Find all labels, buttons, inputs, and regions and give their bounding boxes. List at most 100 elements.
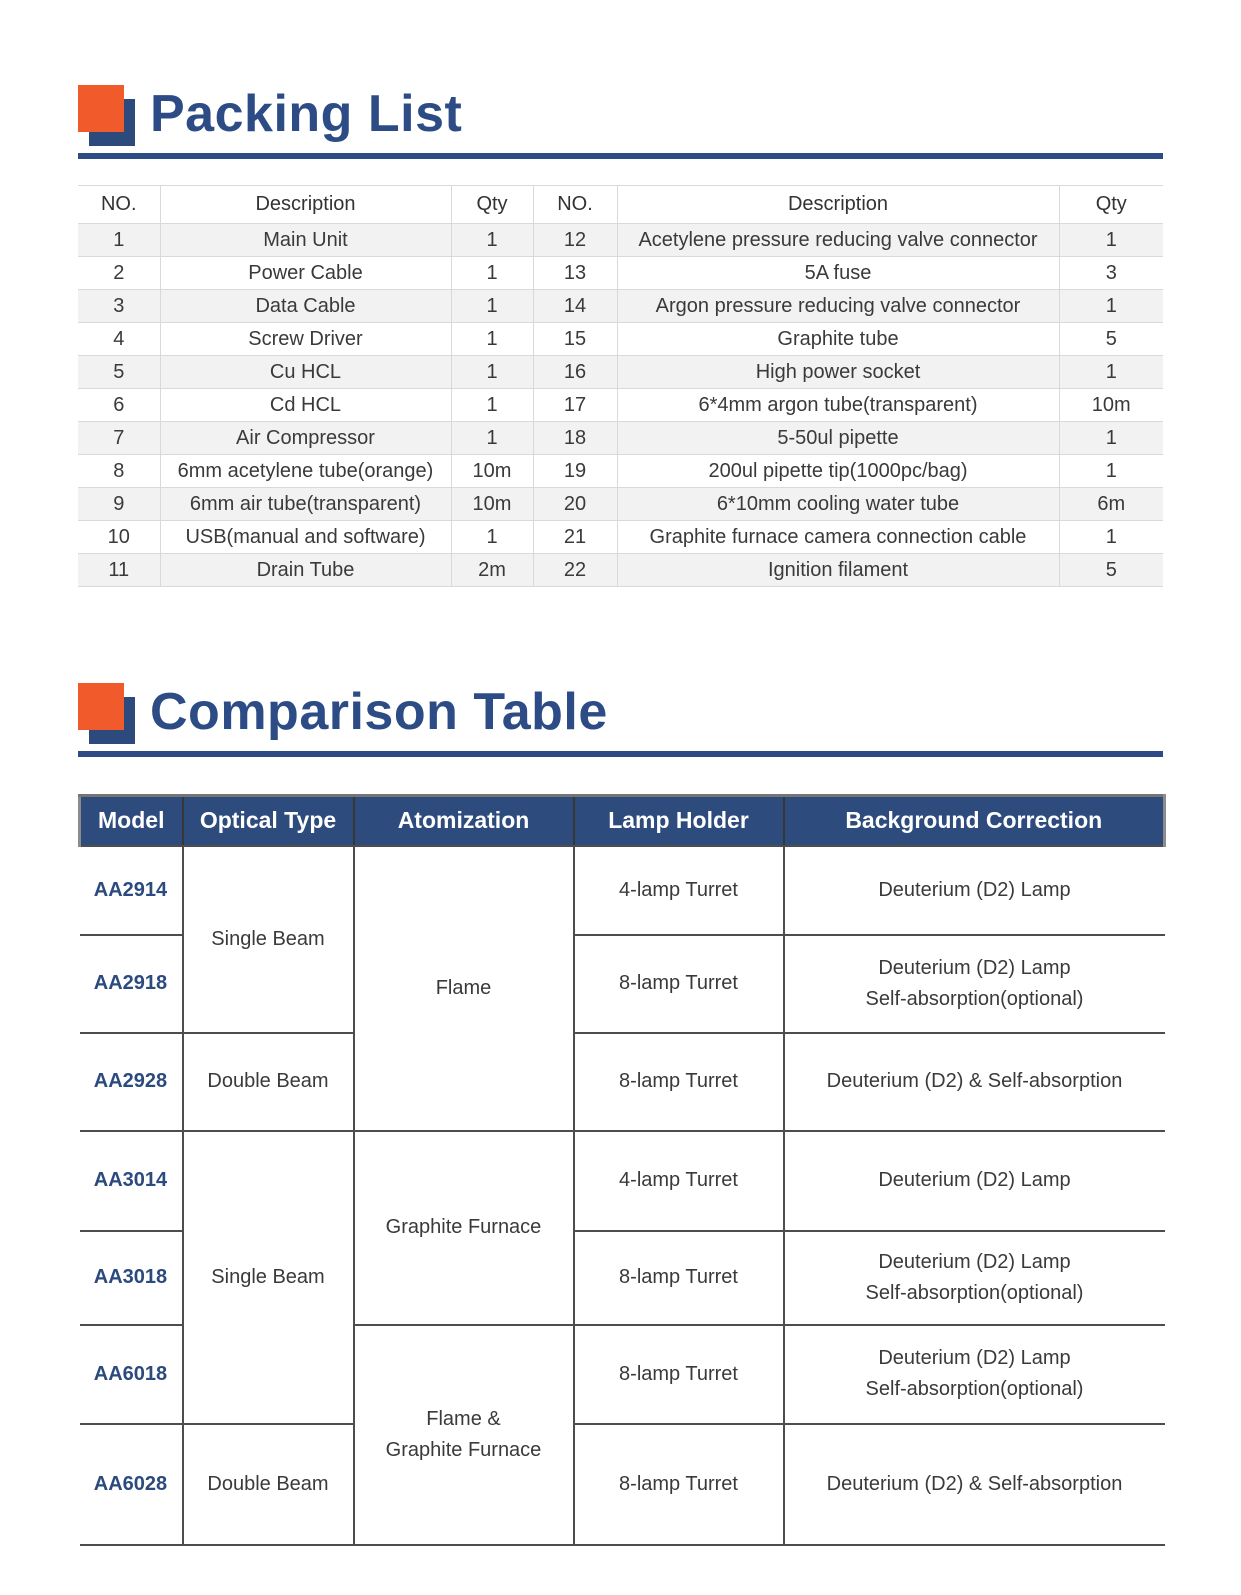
header-atomization: Atomization [352, 794, 574, 847]
cell-lamp-holder: 4-lamp Turret [572, 844, 785, 936]
table-row: AA2918 8-lamp Turret Deuterium (D2) Lamp… [79, 933, 1165, 1034]
header-no-1: NO. [78, 185, 161, 224]
cell-description: Cu HCL [159, 355, 452, 389]
cell-description: 6mm acetylene tube(orange) [159, 454, 452, 488]
heading-rule [78, 153, 1163, 159]
cell-no: 10 [78, 520, 161, 554]
header-no-2: NO. [532, 185, 618, 224]
cell-description: 5-50ul pipette [616, 421, 1060, 455]
header-optical-type: Optical Type [181, 794, 354, 847]
cell-description: 6mm air tube(transparent) [159, 487, 452, 521]
comparison-table-heading: Comparison Table [78, 683, 1163, 745]
cell-description: Cd HCL [159, 388, 452, 422]
cell-lamp-holder: 8-lamp Turret [572, 933, 785, 1034]
cell-model: AA2918 [79, 933, 184, 1034]
cell-no: 8 [78, 454, 161, 488]
table-row: AA3018 8-lamp Turret Deuterium (D2) Lamp… [79, 1229, 1165, 1326]
header-model: Model [78, 794, 183, 847]
cell-qty: 1 [1058, 421, 1163, 455]
table-row: AA6018 Flame & Graphite Furnace 8-lamp T… [79, 1323, 1165, 1546]
table-row: 9 6mm air tube(transparent) 10m 20 6*10m… [78, 487, 1163, 521]
cell-no: 12 [532, 223, 618, 257]
table-row: 11 Drain Tube 2m 22 Ignition filament 5 [78, 553, 1163, 587]
cell-background-correction: Deuterium (D2) Lamp [782, 1129, 1165, 1232]
cell-qty: 1 [450, 322, 534, 356]
table-row: AA2914 Single Beam Flame 4-lamp Turret D… [79, 844, 1165, 1132]
cell-lamp-holder: 8-lamp Turret [572, 1422, 785, 1546]
header-qty-1: Qty [450, 185, 534, 224]
cell-description: Acetylene pressure reducing valve connec… [616, 223, 1060, 257]
cell-no: 16 [532, 355, 618, 389]
cell-description: Screw Driver [159, 322, 452, 356]
cell-optical-type: Single Beam [181, 1129, 355, 1425]
cell-lamp-holder: 8-lamp Turret [572, 1323, 785, 1425]
section-marker-icon [78, 85, 136, 147]
table-row: 6 Cd HCL 1 17 6*4mm argon tube(transpare… [78, 388, 1163, 422]
cell-atomization: Flame [352, 844, 575, 1132]
cell-description: High power socket [616, 355, 1060, 389]
cell-atomization: Flame & Graphite Furnace [352, 1323, 575, 1546]
heading-rule [78, 751, 1163, 757]
cell-qty: 1 [450, 355, 534, 389]
cell-description: Data Cable [159, 289, 452, 323]
cell-qty: 6m [1058, 487, 1163, 521]
cell-no: 6 [78, 388, 161, 422]
cell-model: AA2928 [79, 1031, 184, 1132]
table-row: 4 Screw Driver 1 15 Graphite tube 5 [78, 322, 1163, 356]
marker-orange-square [78, 85, 124, 132]
cell-lamp-holder: 8-lamp Turret [572, 1229, 785, 1326]
table-header-row: NO. Description Qty NO. Description Qty [78, 185, 1163, 224]
cell-description: Main Unit [159, 223, 452, 257]
cell-qty: 3 [1058, 256, 1163, 290]
cell-no: 19 [532, 454, 618, 488]
cell-qty: 1 [1058, 454, 1163, 488]
table-row: AA3014 Single Beam Graphite Furnace 4-la… [79, 1129, 1165, 1425]
cell-background-correction: Deuterium (D2) & Self-absorption [782, 1031, 1165, 1132]
cell-qty: 10m [1058, 388, 1163, 422]
marker-orange-square [78, 683, 124, 730]
cell-model: AA3018 [79, 1229, 184, 1326]
cell-description: 6*10mm cooling water tube [616, 487, 1060, 521]
cell-lamp-holder: 8-lamp Turret [572, 1031, 785, 1132]
cell-description: Graphite tube [616, 322, 1060, 356]
cell-qty: 1 [1058, 520, 1163, 554]
cell-background-correction: Deuterium (D2) Lamp [782, 844, 1165, 936]
cell-description: 6*4mm argon tube(transparent) [616, 388, 1060, 422]
cell-model: AA2914 [79, 844, 184, 936]
header-background-correction: Background Correction [782, 794, 1166, 847]
cell-qty: 1 [450, 256, 534, 290]
cell-no: 2 [78, 256, 161, 290]
cell-qty: 5 [1058, 322, 1163, 356]
cell-description: 5A fuse [616, 256, 1060, 290]
cell-no: 18 [532, 421, 618, 455]
cell-qty: 1 [450, 421, 534, 455]
cell-background-correction: Deuterium (D2) Lamp Self-absorption(opti… [782, 933, 1165, 1034]
table-row: 3 Data Cable 1 14 Argon pressure reducin… [78, 289, 1163, 323]
header-lamp-holder: Lamp Holder [572, 794, 784, 847]
cell-background-correction: Deuterium (D2) & Self-absorption [782, 1422, 1165, 1546]
cell-qty: 1 [450, 388, 534, 422]
cell-qty: 1 [450, 520, 534, 554]
cell-no: 20 [532, 487, 618, 521]
cell-background-correction: Deuterium (D2) Lamp Self-absorption(opti… [782, 1323, 1165, 1425]
cell-qty: 1 [1058, 223, 1163, 257]
cell-qty: 10m [450, 487, 534, 521]
cell-description: Drain Tube [159, 553, 452, 587]
cell-no: 21 [532, 520, 618, 554]
cell-atomization: Graphite Furnace [352, 1129, 575, 1326]
cell-qty: 1 [450, 223, 534, 257]
cell-no: 17 [532, 388, 618, 422]
table-row: 5 Cu HCL 1 16 High power socket 1 [78, 355, 1163, 389]
cell-model: AA3014 [79, 1129, 184, 1232]
table-row: 8 6mm acetylene tube(orange) 10m 19 200u… [78, 454, 1163, 488]
table-header-row: Model Optical Type Atomization Lamp Hold… [78, 794, 1166, 847]
cell-model: AA6028 [79, 1422, 184, 1546]
cell-qty: 1 [450, 289, 534, 323]
cell-no: 11 [78, 553, 161, 587]
table-row: 7 Air Compressor 1 18 5-50ul pipette 1 [78, 421, 1163, 455]
comparison-table: Model Optical Type Atomization Lamp Hold… [78, 794, 1166, 1546]
cell-qty: 5 [1058, 553, 1163, 587]
cell-optical-type: Double Beam [181, 1031, 355, 1132]
table-row: AA2928 Double Beam 8-lamp Turret Deuteri… [79, 1031, 1165, 1132]
